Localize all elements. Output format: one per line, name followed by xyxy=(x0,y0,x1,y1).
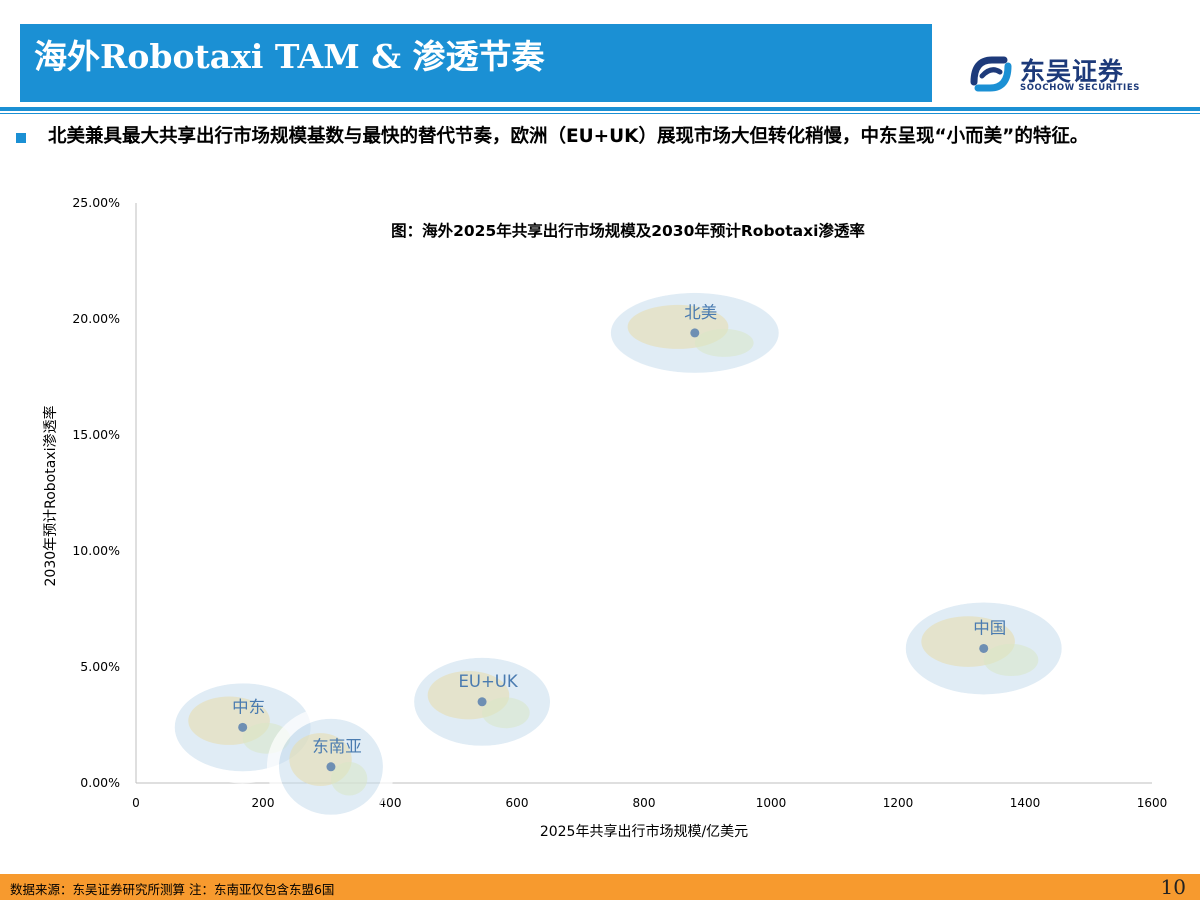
map-land xyxy=(482,697,530,729)
y-tick-label: 25.00% xyxy=(72,195,120,210)
map-fade-edge xyxy=(893,590,1074,707)
header-divider xyxy=(0,107,1200,111)
map-land xyxy=(983,643,1039,677)
x-tick-label: 1400 xyxy=(1010,796,1041,810)
x-tick-label: 1200 xyxy=(883,796,914,810)
summary-bullet: 北美兼具最大共享出行市场规模基数与最快的替代节奏，欧洲（EU+UK）展现市场大但… xyxy=(48,126,1089,147)
scatter-chart: 0 200 400 600 800 1000 1200 1400 16000.00%5.00%1… xyxy=(42,195,1167,840)
scatter-point xyxy=(979,643,989,653)
header-divider-thin xyxy=(0,113,1200,114)
page-number: 10 xyxy=(1160,875,1186,899)
y-tick-label: 10.00% xyxy=(72,543,120,558)
company-logo: 东吴证券 SOOCHOW SECURITIES xyxy=(968,50,1148,100)
x-tick-label: 200 xyxy=(252,796,275,810)
logo-english-name: SOOCHOW SECURITIES xyxy=(1020,83,1140,93)
scatter-point xyxy=(238,722,248,732)
x-tick-label: 1000 xyxy=(756,796,787,810)
x-tick-label: 600 xyxy=(506,796,529,810)
x-tick-label: 0 xyxy=(132,796,140,810)
chart-axes: 0 200 400 600 800 1000 1200 1400 16000.00%5.00%1… xyxy=(72,195,1167,810)
map-land xyxy=(694,328,754,357)
soochow-logo-icon xyxy=(970,56,1012,92)
map-land xyxy=(330,761,368,796)
point-label: 东南亚 xyxy=(312,737,362,756)
y-tick-label: 5.00% xyxy=(80,659,120,674)
point-label: 北美 xyxy=(684,303,717,322)
footer-bar: 数据来源：东吴证券研究所测算 注：东南亚仅包含东盟6国 10 xyxy=(0,874,1200,900)
x-tick-label: 1600 xyxy=(1137,796,1168,810)
title-bar: 海外Robotaxi TAM & 渗透节奏 xyxy=(20,24,932,102)
point-label: 中国 xyxy=(973,618,1006,637)
map-fade-edge xyxy=(402,645,563,758)
map-backgrounds xyxy=(162,280,1074,827)
logo-chinese-name: 东吴证券 xyxy=(1020,57,1125,86)
scatter-point xyxy=(477,697,487,707)
point-label: EU+UK xyxy=(458,672,518,691)
y-tick-label: 15.00% xyxy=(72,427,120,442)
x-axis-label: 2025年共享出行市场规模/亿美元 xyxy=(540,823,748,840)
source-note: 数据来源：东吴证券研究所测算 注：东南亚仅包含东盟6国 xyxy=(10,882,335,897)
y-axis-label: 2030年预计Robotaxi渗透率 xyxy=(42,406,59,587)
x-tick-label: 800 xyxy=(633,796,656,810)
map-fade-edge xyxy=(266,706,395,827)
y-tick-label: 0.00% xyxy=(80,775,120,790)
point-label: 中东 xyxy=(232,697,265,716)
map-fade-edge xyxy=(598,280,791,385)
page-title: 海外Robotaxi TAM & 渗透节奏 xyxy=(34,37,545,76)
scatter-point xyxy=(326,762,336,772)
y-tick-label: 20.00% xyxy=(72,311,120,326)
scatter-point xyxy=(690,328,700,338)
bullet-square-icon xyxy=(16,133,26,143)
chart-title: 图：海外2025年共享出行市场规模及2030年预计Robotaxi渗透率 xyxy=(391,221,865,240)
